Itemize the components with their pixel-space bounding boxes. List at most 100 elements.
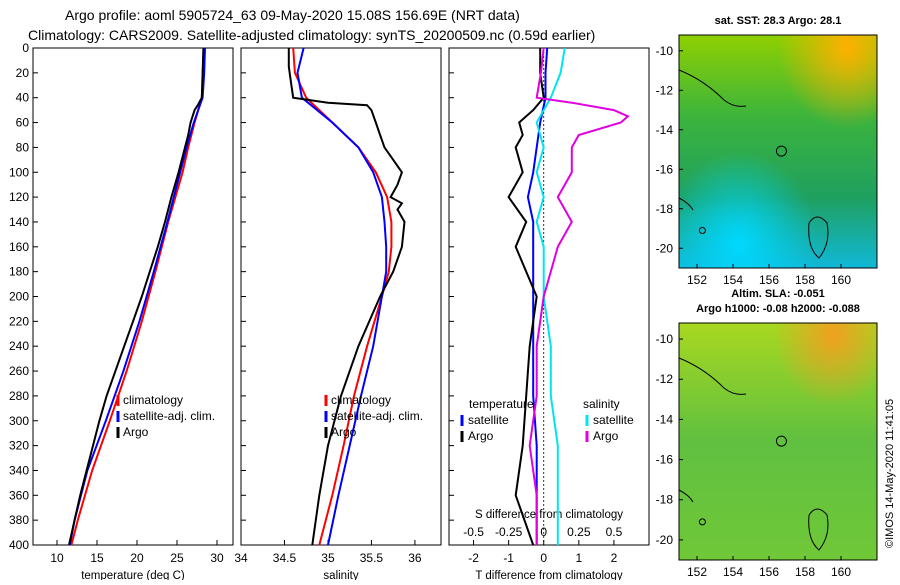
difference-xtick-label: 1 [575,551,582,565]
map-sla_map: -10 -12 -14 -16 -18 -20 152 154 156 158 160 Altim. … [656,288,878,579]
sst_map-title: sat. SST: 28.3 Argo: 28.1 [715,15,842,27]
salinity-legend: climatology satellite-adj. clim. Argo [324,393,423,439]
temperature-xlabel: temperature (deg C) [81,570,185,580]
sla_map-title-line-2: Argo h1000: -0.08 h2000: -0.088 [696,303,860,315]
sla_map-ytick-label: -10 [656,332,674,346]
temperature-ytick-label: 320 [9,439,29,453]
sst_map-coastline [678,69,747,107]
temperature-ytick-label: 260 [9,364,29,378]
sst_map-coastline-west [678,197,694,211]
sst_map-field-cool [679,35,877,268]
difference-xtick-label: -1 [503,551,514,565]
difference-legend-label: Argo [593,429,619,443]
profile-panels: 0204060801001201401601802002202402602803… [9,41,650,582]
temperature-ytick-label: 340 [9,463,29,477]
difference-series-s-satellite [535,47,566,545]
temperature-ytick-label: 180 [9,265,29,279]
panel-salinity: 34 34.5 35 35.5 36 salinity [234,47,442,582]
sla_map-title-line-1: Altim. SLA: -0.051 [731,288,825,300]
sla_map-xtick-label: 158 [795,565,815,579]
temperature-ytick-label: 60 [16,116,30,130]
sst_map-coastline-island [808,216,829,259]
salinity-xlabel: salinity [323,570,358,580]
difference-xtick-s-label: 0.5 [606,525,623,539]
map-sst_map: -10 -12 -14 -16 -18 -20 152 154 156 158 160 sat. SS… [656,15,878,287]
difference-series-t-satellite [526,47,549,545]
sst_map-ytick-label: -18 [656,202,674,216]
difference-legend-left-title: temperature [469,397,534,411]
difference-xtick-label: 0 [540,551,547,565]
temperature-ytick-label: 80 [16,140,30,154]
sst_map-float-marker [775,145,787,157]
panel-difference: -2 -1 0 1 2 T difference from climatology S di… [448,47,650,582]
difference-legend-label: satellite [593,413,634,427]
temperature-ytick-label: 120 [9,190,29,204]
sst_map-xtick-label: 152 [687,273,707,287]
difference-legend-label: satellite [468,413,509,427]
difference-xlabel-top: S difference from climatology [475,509,623,521]
salinity-xtick-label: 34 [234,551,248,565]
sst_map-ytick-label: -10 [656,44,674,58]
temperature-series-satellite-adj-clim- [68,47,206,546]
temperature-ytick-label: 200 [9,290,29,304]
sla_map-float-marker [775,435,787,447]
sst_map-ytick-label: -14 [656,123,674,137]
temperature-ytick-label: 360 [9,488,29,502]
salinity-legend-label: Argo [331,425,357,439]
sla_map-ytick-label: -20 [656,533,674,547]
sst_map-site-marker [698,226,706,234]
imos-timestamp-label: ©IMOS 14-May-2020 11:41:05 [884,399,896,548]
difference-xlabel: T difference from climatology [475,570,622,580]
sla_map-xtick-label: 154 [723,565,743,579]
sst_map-frame [678,34,878,269]
map-panels: -10 -12 -14 -16 -18 -20 152 154 156 158 160 sat. SS… [656,15,878,579]
temperature-ytick-label: 140 [9,215,29,229]
temperature-axes-box [32,47,234,546]
temperature-series-argo [68,47,205,546]
sla_map-coastline-island [808,508,829,551]
sla_map-site-marker [698,518,706,526]
title-line-1: Argo profile: aoml 5905724_63 09-May-202… [65,7,520,23]
temperature-xtick-label: 15 [90,551,104,565]
temperature-ytick-label: 40 [16,91,30,105]
salinity-series-satellite-adj-clim- [296,47,388,546]
temperature-ytick-label: 160 [9,240,29,254]
salinity-series-climatology [292,47,393,546]
difference-legend: temperature salinity satellite Argo satellit… [460,397,634,443]
sla_map-coastline [678,357,747,395]
salinity-xtick-label: 35 [321,551,335,565]
sst_map-ytick-label: -12 [656,83,674,97]
temperature-legend-label: satellite-adj. clim. [123,409,215,423]
panel-temperature: 0 20 40 60 80 100 120 140 160 180 200 220 240 260 280 3… [9,41,234,582]
difference-xtick-s-label: -0.5 [463,525,484,539]
temperature-legend-label: climatology [123,393,183,407]
temperature-xtick-label: 10 [50,551,64,565]
sst_map-ytick-label: -16 [656,162,674,176]
temperature-ytick-label: 0 [22,41,29,55]
temperature-ytick-label: 20 [16,66,30,80]
temperature-legend-label: Argo [123,425,149,439]
difference-xtick-label: -2 [468,551,479,565]
temperature-ytick-label: 100 [9,165,29,179]
sla_map-ytick-label: -14 [656,412,674,426]
difference-legend-right-title: salinity [583,397,620,411]
salinity-series-argo [287,48,406,546]
sst_map-xtick-label: 156 [759,273,779,287]
sla_map-ytick-label: -16 [656,453,674,467]
sst_map-xtick-label: 154 [723,273,743,287]
temperature-ytick-label: 380 [9,513,29,527]
temperature-xtick-label: 30 [210,551,224,565]
difference-axes-box [448,47,650,546]
salinity-axes-box [240,47,442,546]
temperature-ytick-label: 400 [9,538,29,552]
temperature-ytick-label: 280 [9,389,29,403]
sla_map-frame [678,322,878,561]
difference-legend-label: Argo [468,429,494,443]
difference-series-s-argo [528,47,630,545]
salinity-legend-label: climatology [331,393,391,407]
sla_map-xtick-label: 160 [831,565,851,579]
temperature-legend: climatology satellite-adj. clim. Argo [116,393,215,439]
temperature-ytick-label: 240 [9,339,29,353]
sst_map-xtick-label: 160 [831,273,851,287]
sla_map-coastline-west [678,489,694,503]
